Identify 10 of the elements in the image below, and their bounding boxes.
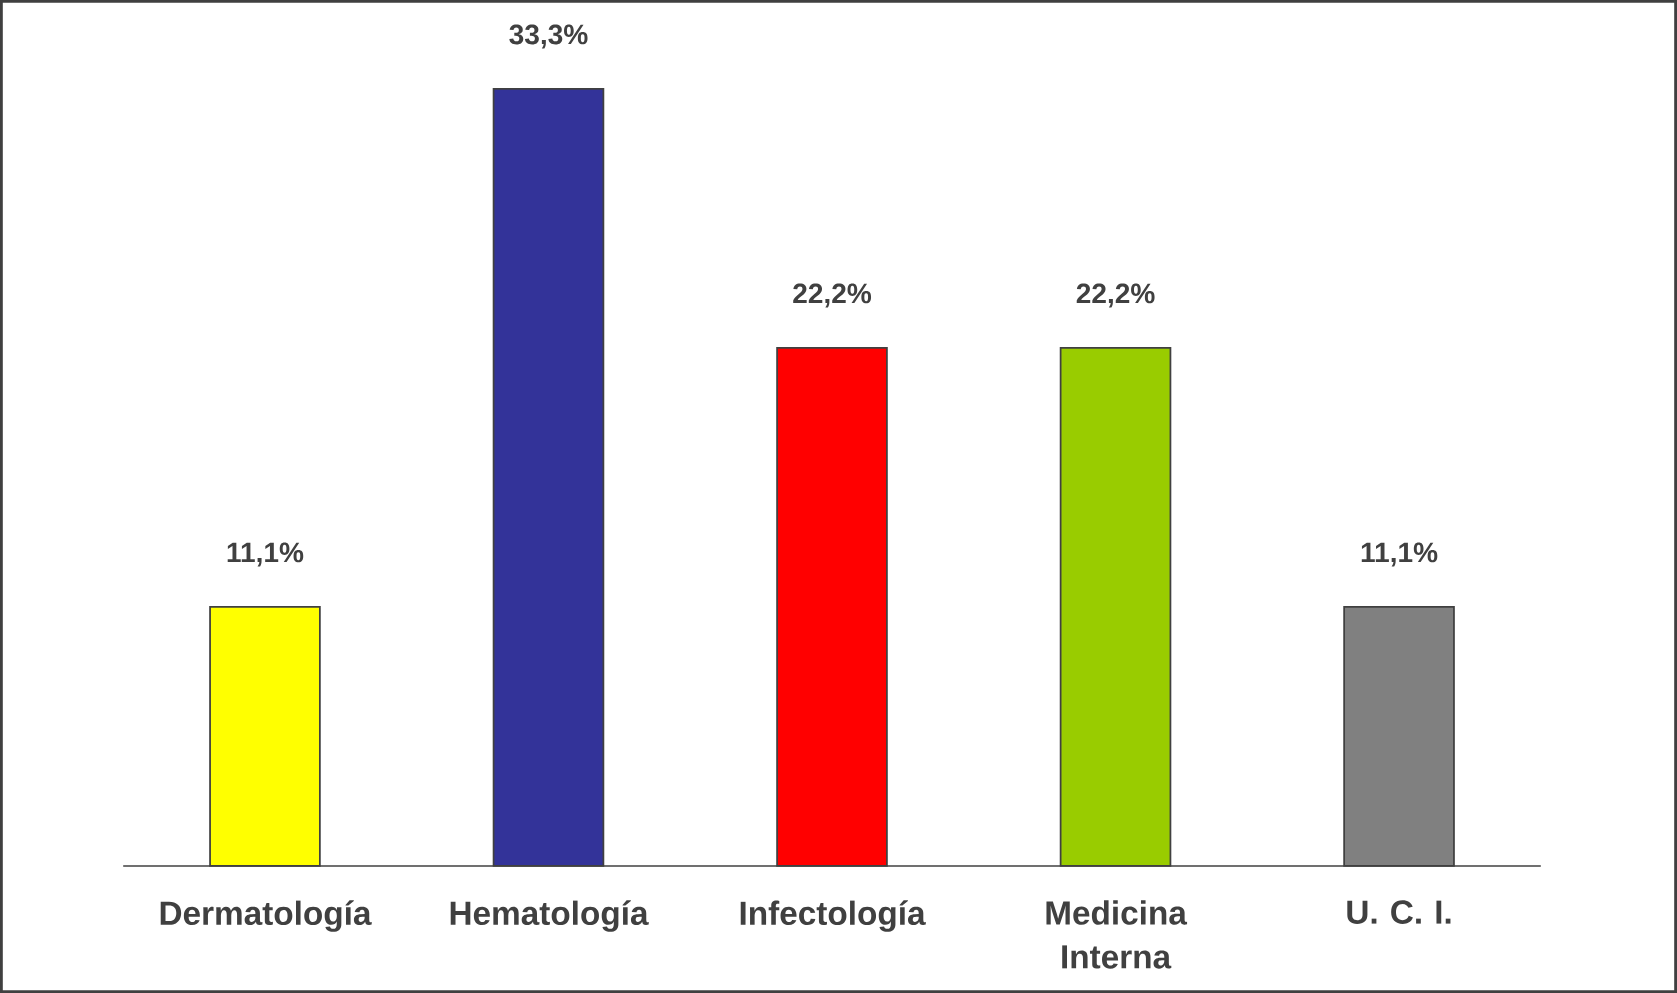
x-tick-label: Medicina Interna	[1046, 900, 1188, 969]
data-label: 22,2%	[793, 283, 872, 308]
x-tick-label: Hematología	[450, 900, 649, 932]
data-label: 11,1%	[227, 542, 304, 567]
data-label: 22,2%	[1076, 283, 1155, 308]
data-label: 11,1%	[1361, 542, 1438, 567]
x-tick-label: Dermatología	[160, 900, 372, 932]
x-tick-label: U. C. I.	[1347, 900, 1451, 924]
data-label: 33,3%	[509, 24, 588, 49]
x-tick-label: Infectología	[740, 900, 926, 932]
